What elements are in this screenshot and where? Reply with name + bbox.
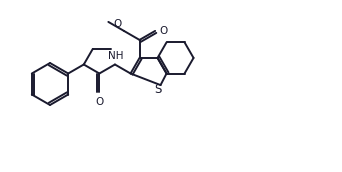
Text: O: O	[159, 26, 167, 36]
Text: O: O	[95, 96, 104, 106]
Text: NH: NH	[108, 51, 124, 61]
Text: S: S	[154, 83, 161, 96]
Text: O: O	[114, 19, 122, 29]
